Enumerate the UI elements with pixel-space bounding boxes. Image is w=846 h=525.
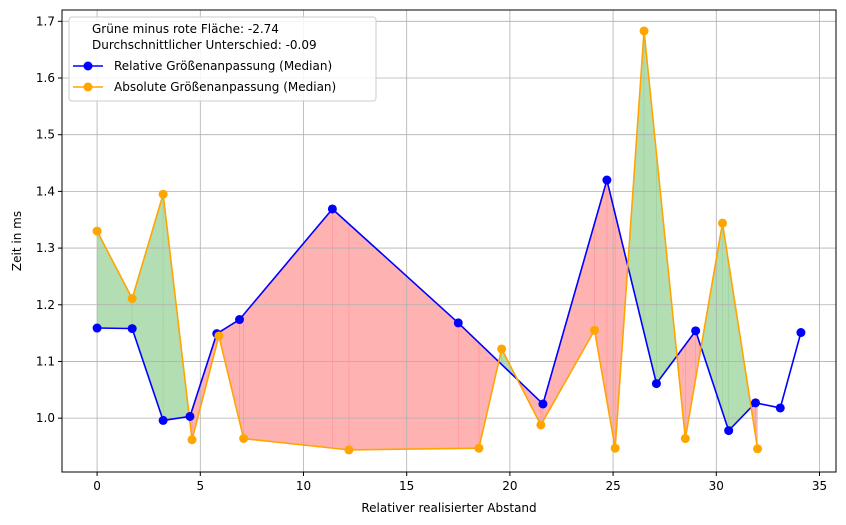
data-point-series-1 (717, 218, 727, 228)
data-point-series-0 (538, 399, 548, 409)
series-line-0 (97, 179, 802, 432)
legend-annotation-average-difference: Durchschnittlicher Unterschied: -0.09 (92, 38, 317, 52)
plot-frame (61, 9, 837, 473)
legend-entry-relative: Relative Größenanpassung (Median) (114, 59, 332, 73)
y-tick-label: 1.3 (36, 241, 55, 255)
y-tick-label: 1.7 (36, 14, 55, 28)
fill-region-negative (457, 322, 480, 449)
y-tick-label: 1.1 (36, 354, 55, 368)
data-point-series-0 (92, 323, 102, 333)
axis-ticks: 0 5 10 15 20 25 30 35 1.0 1.1 1.2 1.3 1.4 1.5 1.6 1.7 (36, 14, 827, 493)
data-point-series-0 (775, 403, 785, 413)
legend-annotation-area-difference: Grüne minus rote Fläche: -2.74 (92, 22, 279, 36)
data-point-series-0 (185, 411, 195, 421)
data-point-series-0 (651, 379, 661, 389)
data-point-series-1 (536, 420, 546, 430)
data-point-series-1 (158, 189, 168, 199)
data-point-series-1 (680, 434, 690, 444)
data-point-series-0 (602, 175, 612, 185)
fill-region-negative (332, 208, 350, 451)
x-tick-label: 0 (93, 479, 101, 493)
data-point-series-0 (327, 204, 337, 214)
legend-box (68, 16, 377, 102)
x-axis-label: Relativer realisierter Abstand (361, 501, 536, 515)
data-point-series-1 (239, 434, 249, 444)
data-point-series-1 (92, 226, 102, 236)
data-point-series-1 (214, 331, 224, 341)
data-point-series-0 (453, 318, 463, 328)
data-point-series-1 (127, 294, 137, 304)
data-point-series-0 (235, 315, 245, 325)
legend-entry-absolute: Absolute Größenanpassung (Median) (114, 80, 336, 94)
data-point-series-0 (724, 426, 734, 436)
x-tick-label: 30 (709, 479, 724, 493)
data-point-series-1 (590, 325, 600, 335)
y-tick-label: 1.5 (36, 128, 55, 142)
y-tick-label: 1.2 (36, 298, 55, 312)
data-point-series-1 (497, 344, 507, 354)
data-point-series-0 (127, 324, 137, 334)
legend: Grüne minus rote Fläche: -2.74 Durchschn… (68, 16, 377, 102)
y-tick-label: 1.4 (36, 184, 55, 198)
x-tick-label: 20 (502, 479, 517, 493)
y-tick-label: 1.6 (36, 71, 55, 85)
data-point-series-0 (691, 326, 701, 336)
data-point-series-1 (187, 435, 197, 445)
data-point-series-1 (344, 445, 354, 455)
data-point-series-1 (753, 444, 763, 454)
data-point-series-0 (796, 328, 806, 338)
y-axis-label: Zeit in ms (10, 211, 24, 271)
data-point-series-1 (610, 443, 620, 453)
data-point-series-1 (474, 443, 484, 453)
data-point-series-1 (639, 26, 649, 36)
x-tick-label: 35 (812, 479, 827, 493)
x-tick-label: 25 (605, 479, 620, 493)
series-markers (92, 26, 806, 455)
y-tick-label: 1.0 (36, 411, 55, 425)
series-lines (96, 30, 802, 451)
legend-swatch-marker-relative (83, 61, 93, 71)
legend-swatch-marker-absolute (83, 82, 93, 92)
x-tick-label: 10 (296, 479, 311, 493)
fill-region-negative (239, 313, 244, 439)
x-tick-label: 5 (196, 479, 204, 493)
x-tick-label: 15 (399, 479, 414, 493)
data-point-series-0 (158, 415, 168, 425)
series-line-1 (96, 30, 759, 451)
data-point-series-0 (751, 398, 761, 408)
